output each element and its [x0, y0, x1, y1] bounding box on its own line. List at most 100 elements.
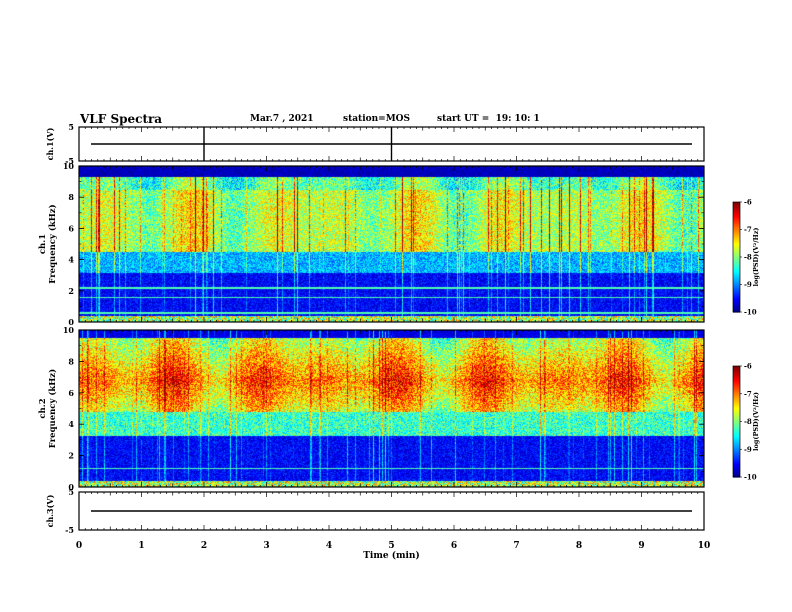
colorbar-cell [733, 257, 740, 260]
colorbar-cell [733, 216, 740, 220]
colorbar-cell [733, 452, 740, 456]
colorbar-cell [733, 202, 740, 205]
colorbar-cell [733, 382, 740, 386]
colorbar-cell [733, 280, 740, 284]
colorbar-cell [733, 391, 740, 395]
colorbar-cell [733, 310, 740, 313]
colorbar-cell [733, 293, 740, 297]
colorbar-cell [733, 253, 740, 256]
colorbar-tick-label: -10 [744, 308, 757, 317]
colorbar-cell [733, 403, 740, 406]
colorbar-cell [733, 235, 740, 238]
y-tick-label: 8 [68, 356, 74, 366]
colorbar-cell [733, 207, 740, 210]
colorbar-cell [733, 214, 740, 218]
colorbar-cell [733, 380, 740, 384]
colorbar-cell [733, 384, 740, 387]
x-tick-label: 4 [326, 541, 332, 551]
colorbar-cell [733, 401, 740, 404]
colorbar-cell [733, 299, 740, 302]
colorbar-cell [733, 279, 740, 282]
colorbar-cell [733, 244, 740, 247]
y-axis-label-channel: ch.2 [38, 398, 48, 418]
colorbar-cell [733, 288, 740, 291]
y-tick-label: 8 [68, 192, 74, 202]
colorbar-cell [733, 286, 740, 289]
x-tick-label: 1 [138, 541, 144, 551]
colorbar-cell [733, 240, 740, 243]
y-tick-label: 10 [63, 161, 75, 171]
colorbar-cell [733, 395, 740, 399]
colorbar-cell [733, 471, 740, 474]
colorbar-tick-label: -10 [744, 473, 757, 482]
colorbar-label: log(PSD)(V²/Hz) [752, 392, 760, 451]
colorbar-cell [733, 419, 740, 423]
colorbar-tick-label: -7 [744, 225, 752, 234]
x-tick-label: 5 [388, 541, 394, 551]
colorbar-tick-label: -7 [744, 389, 752, 398]
ch1-spectrogram-image [79, 166, 704, 322]
colorbar-tick-label: -8 [744, 417, 752, 426]
colorbar-cell [733, 273, 740, 276]
colorbar-cell [733, 473, 740, 476]
colorbar-cell [733, 268, 740, 271]
colorbar-cell [733, 421, 740, 424]
colorbar-cell [733, 220, 740, 223]
colorbar-cell [733, 224, 740, 227]
y-tick-label: 4 [68, 419, 74, 429]
colorbar-cell [733, 397, 740, 400]
colorbar-cell [733, 255, 740, 258]
colorbar-cell [733, 242, 740, 245]
ch2-spectrogram-image [79, 330, 704, 487]
colorbar-tick-label: -9 [744, 445, 752, 454]
colorbar-cell [733, 465, 740, 469]
colorbar-cell [733, 408, 740, 411]
colorbar-cell [733, 462, 740, 465]
x-tick-label: 0 [76, 541, 82, 551]
x-tick-label: 2 [201, 541, 207, 551]
colorbar-cell [733, 460, 740, 463]
colorbar-ch1-spectrogram: -6 -7 -8 -9 -10 log(PSD)(V²/Hz) [732, 198, 760, 317]
colorbar-cell [733, 266, 740, 269]
y-tick-label: 6 [68, 388, 74, 398]
x-tick-label: 9 [638, 541, 644, 551]
x-tick-label: 6 [451, 541, 457, 551]
colorbar-cell [733, 388, 740, 391]
colorbar-cell [733, 375, 740, 378]
colorbar-cell [733, 467, 740, 471]
colorbar-cell [733, 304, 740, 308]
colorbar-cell [733, 454, 740, 458]
colorbar-cell [733, 378, 740, 382]
colorbar-tick-label: -8 [744, 253, 752, 262]
colorbar-cell [733, 249, 740, 253]
colorbar-tick-label: -9 [744, 280, 752, 289]
colorbar-cell [733, 260, 740, 264]
colorbar-cell [733, 225, 740, 229]
colorbar-cell [733, 438, 740, 441]
panel-ch1-spectrogram: 0 2 4 6 8 10 ch.1 Frequency (kHz) [38, 161, 705, 327]
colorbar-cell [733, 464, 740, 467]
colorbar-cell [733, 205, 740, 209]
colorbar-cell [733, 222, 740, 225]
colorbar-cell [733, 258, 740, 262]
colorbar-cell [733, 366, 740, 369]
colorbar-cell [733, 301, 740, 304]
colorbar-cell [733, 427, 740, 430]
colorbar-cell [733, 271, 740, 275]
colorbar-cell [733, 275, 740, 278]
panel-ch2-spectrogram: 0 2 4 6 8 10 ch.2 Frequency (kHz) [38, 325, 705, 492]
colorbar-cell [733, 428, 740, 432]
colorbar-cell [733, 218, 740, 221]
colorbar-cell [733, 456, 740, 460]
y-tick-label: 2 [68, 451, 74, 461]
y-tick-label: 5 [68, 122, 74, 132]
y-tick-label: 10 [63, 325, 75, 335]
colorbar-cell [733, 399, 740, 402]
header-title: VLF Spectra [80, 112, 163, 126]
colorbar-cell [733, 251, 740, 254]
colorbar-cell [733, 302, 740, 306]
colorbar-cell [733, 449, 740, 452]
header-station: station=MOS [343, 114, 411, 124]
colorbar-cell [733, 410, 740, 413]
colorbar-cell [733, 211, 740, 214]
